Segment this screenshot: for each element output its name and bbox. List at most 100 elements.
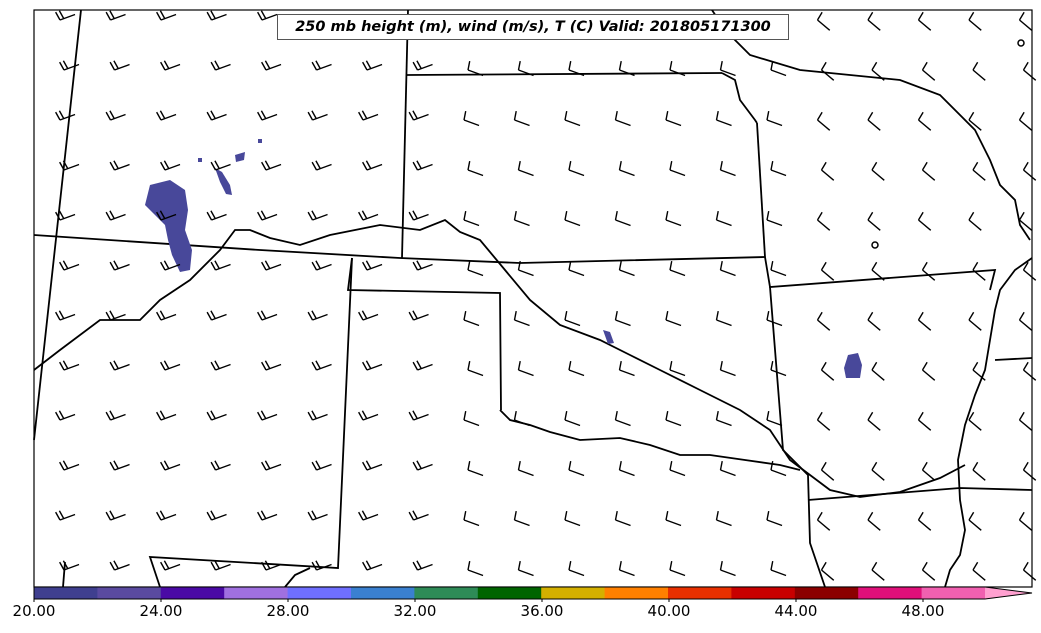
wind-barb-icon xyxy=(917,111,932,131)
colorbar-segment xyxy=(97,587,162,599)
wind-barb-icon xyxy=(867,511,881,531)
wind-barb-icon xyxy=(669,461,686,477)
wind-barb-icon xyxy=(206,210,227,221)
wind-barb-icon xyxy=(972,461,986,481)
wind-barb-icon xyxy=(715,211,732,227)
wind-barb-icon xyxy=(867,311,881,331)
wind-barb-icon xyxy=(105,310,126,321)
wind-barb-icon xyxy=(307,310,328,321)
wind-barb-icon xyxy=(210,260,231,271)
colorbar-segment xyxy=(160,587,225,599)
wind-barb-icon xyxy=(968,211,982,231)
colorbar-segment xyxy=(921,587,986,599)
wind-barb-icon xyxy=(160,560,181,571)
wind-barb-icon xyxy=(665,311,682,327)
wind-barb-icon xyxy=(412,60,433,71)
wind-barb-icon xyxy=(261,460,282,471)
wind-barb-icon xyxy=(917,311,932,331)
wind-barb-icon xyxy=(463,311,480,327)
wind-barb-icon xyxy=(564,211,581,227)
wind-barb-icon xyxy=(467,561,484,577)
colorbar-segment xyxy=(224,587,289,599)
wind-barb-icon xyxy=(412,160,433,171)
wind-barb-icon xyxy=(921,61,936,81)
wind-barb-icon xyxy=(109,260,130,271)
wind-barb-icon xyxy=(871,561,885,581)
wind-barb-icon xyxy=(463,511,480,527)
wind-barb-icon xyxy=(307,510,328,521)
wind-barb-icon xyxy=(770,161,787,177)
wind-barb-icon xyxy=(618,461,635,477)
wind-barb-icon xyxy=(568,361,585,377)
wind-barb-icon xyxy=(517,561,534,577)
wind-barb-icon xyxy=(160,160,181,171)
wind-barb-icon xyxy=(412,460,433,471)
wind-barb-icon xyxy=(917,411,932,431)
wind-barb-icon xyxy=(665,411,682,427)
colorbar-segment xyxy=(541,587,606,599)
wind-barb-icon xyxy=(55,10,76,21)
lake-icon xyxy=(1017,39,1025,47)
wind-barb-icon xyxy=(362,560,383,571)
wind-barb-icon xyxy=(715,311,732,327)
wind-barb-icon xyxy=(1022,161,1037,181)
wind-barb-icon xyxy=(816,311,831,331)
wind-barb-icon xyxy=(715,411,732,427)
wind-barb-icon xyxy=(513,411,530,427)
wind-barb-icon xyxy=(206,110,227,121)
map-title: 250 mb height (m), wind (m/s), T (C) Val… xyxy=(277,14,789,40)
wind-barb-icon xyxy=(261,260,282,271)
wind-barb-icon xyxy=(968,11,982,31)
wind-barb-icon xyxy=(770,361,787,377)
wind-barb-icon xyxy=(665,211,682,227)
wind-barb-icon xyxy=(917,11,932,31)
wind-barb-icon xyxy=(921,461,936,481)
wind-barb-icon xyxy=(618,361,635,377)
wind-barb-icon xyxy=(109,560,130,571)
wind-barb-icon xyxy=(513,211,530,227)
wind-barb-icon xyxy=(210,460,231,471)
wind-barb-icon xyxy=(1022,261,1037,281)
wind-barb-icon xyxy=(564,311,581,327)
lake-icon xyxy=(871,241,879,249)
wind-barb-icon xyxy=(816,111,831,131)
wind-barb-icon xyxy=(867,211,881,231)
wind-barb-icon xyxy=(770,61,787,77)
wind-barb-icon xyxy=(257,10,278,21)
wind-barb-icon xyxy=(307,110,328,121)
wind-barb-icon xyxy=(257,410,278,421)
wind-barb-icon xyxy=(463,211,480,227)
wind-barb-icon xyxy=(968,111,982,131)
colorbar-segment xyxy=(34,587,98,599)
wind-barb-icon xyxy=(921,261,936,281)
colorbar-tick-label: 36.00 xyxy=(520,602,564,620)
wind-barb-icon xyxy=(669,261,686,277)
wind-barb-icon xyxy=(362,160,383,171)
wind-barb-icon xyxy=(358,510,379,521)
wind-barb-icon xyxy=(463,111,480,127)
wind-barb-icon xyxy=(820,261,835,281)
wind-barb-icon xyxy=(669,561,686,577)
wind-barb-icon xyxy=(358,110,379,121)
wind-barb-icon xyxy=(311,160,332,171)
wind-barb-icon xyxy=(766,511,783,527)
wind-barb-icon xyxy=(311,260,332,271)
wind-barb-icon xyxy=(1022,461,1037,481)
wind-barb-icon xyxy=(517,461,534,477)
wind-barb-icon xyxy=(568,61,585,77)
wind-barb-icon xyxy=(766,411,783,427)
wind-barb-icon xyxy=(820,561,835,581)
temperature-patch xyxy=(603,330,614,344)
wind-barb-icon xyxy=(770,261,787,277)
wind-barb-icon xyxy=(513,311,530,327)
wind-barb-icon xyxy=(467,361,484,377)
wind-barb-icon xyxy=(568,561,585,577)
wind-barb-icon xyxy=(1022,561,1037,581)
wind-barbs xyxy=(55,10,1037,581)
wind-barb-icon xyxy=(568,461,585,477)
wind-barb-icon xyxy=(105,210,126,221)
wind-barb-icon xyxy=(362,460,383,471)
wind-barb-icon xyxy=(867,11,881,31)
wind-barb-icon xyxy=(614,411,631,427)
wind-barb-icon xyxy=(408,210,429,221)
